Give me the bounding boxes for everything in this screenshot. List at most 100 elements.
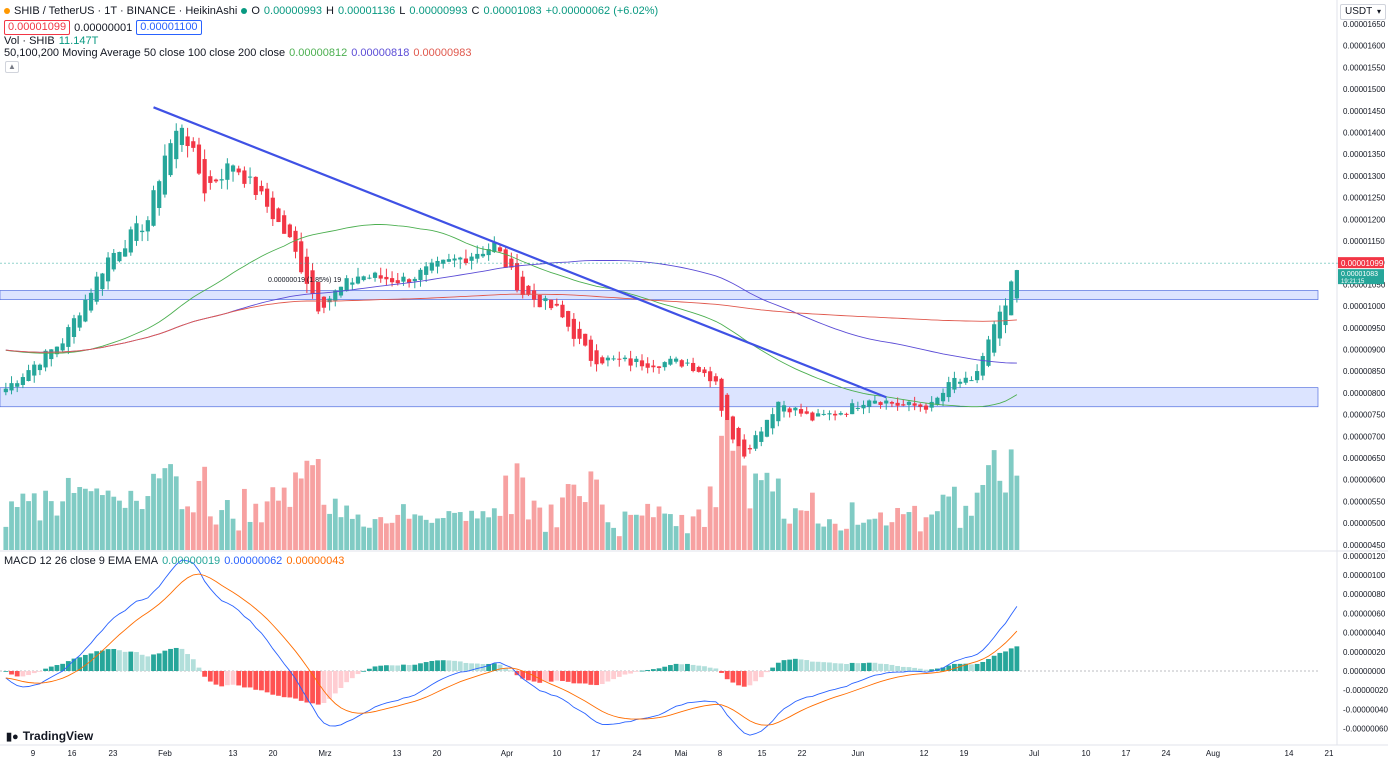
- low-label: L: [399, 5, 406, 17]
- volume-bar: [14, 507, 20, 550]
- macd-histogram-bar: [395, 665, 401, 671]
- volume-bar: [730, 450, 736, 550]
- macd-histogram-bar: [582, 671, 588, 684]
- volume-bar: [242, 488, 247, 550]
- price-axis-label: 0.00000500: [1343, 519, 1386, 528]
- sell-price-button[interactable]: 0.00001099: [4, 20, 71, 35]
- chevron-up-icon[interactable]: ▲: [5, 61, 19, 73]
- macd-histogram-bar: [474, 663, 480, 671]
- volume-bar: [389, 522, 395, 550]
- macd-histogram-bar: [832, 663, 838, 671]
- macd-histogram-bar: [548, 671, 554, 682]
- time-axis-label: 22: [798, 749, 807, 758]
- volume-bar: [361, 526, 367, 550]
- volume-bar: [418, 515, 423, 550]
- candle-body: [787, 408, 792, 413]
- currency-dropdown[interactable]: USDT: [1340, 4, 1386, 20]
- candle-body: [997, 311, 1002, 339]
- candle-body: [117, 251, 122, 262]
- volume-bar: [650, 517, 656, 550]
- macd-histogram-bar: [156, 653, 162, 671]
- candle-body: [906, 401, 912, 405]
- macd-histogram-bar: [469, 663, 474, 671]
- volume-bar: [946, 496, 952, 550]
- macd-histogram-bar: [298, 671, 304, 701]
- candle-body: [605, 357, 611, 361]
- macd-histogram-bar: [111, 648, 117, 671]
- macd-histogram-bar: [88, 653, 94, 671]
- macd-histogram-bar: [543, 671, 548, 682]
- volume-bar: [287, 506, 293, 550]
- macd-axis-label: 0.00000080: [1343, 590, 1386, 599]
- time-axis-label: Mrz: [318, 749, 331, 758]
- candle-body: [145, 220, 150, 232]
- candle-body: [827, 413, 832, 415]
- price-axis-label: 0.00001350: [1343, 150, 1386, 159]
- macd-histogram-bar: [702, 666, 707, 671]
- macd-histogram-bar: [656, 668, 662, 671]
- volume-bar: [980, 484, 986, 550]
- volume-bar: [111, 496, 117, 550]
- macd-histogram-bar: [577, 671, 582, 684]
- macd-label: MACD 12 26 close 9 EMA EMA: [4, 555, 159, 567]
- macd-histogram-bar: [264, 671, 270, 693]
- volume-bar: [531, 500, 537, 550]
- macd-histogram-bar: [628, 671, 634, 674]
- macd-histogram-bar: [912, 667, 918, 671]
- candle-body: [247, 176, 253, 178]
- candle-body: [628, 358, 633, 366]
- candle-body: [804, 411, 809, 414]
- volume-legend[interactable]: Vol · SHIB 11.147T: [4, 35, 98, 47]
- macd-histogram-bar: [526, 671, 531, 681]
- tradingview-logo[interactable]: ▮● TradingView: [6, 729, 93, 743]
- candle-body: [458, 257, 463, 260]
- macd-histogram-bar: [384, 665, 389, 671]
- candle-body: [463, 258, 469, 264]
- macd-histogram-bar: [435, 660, 440, 671]
- macd-histogram-bar: [787, 659, 793, 671]
- candle-body: [662, 362, 667, 368]
- candle-body: [299, 241, 304, 273]
- candle-body: [725, 394, 730, 439]
- candle-body: [975, 371, 980, 381]
- candle-body: [26, 370, 31, 382]
- macd-hist-value: 0.00000019: [162, 555, 221, 567]
- volume-bar: [792, 508, 798, 550]
- candle-body: [497, 247, 503, 252]
- volume-bar: [736, 446, 741, 550]
- volume-bar: [207, 516, 213, 550]
- buy-price-button[interactable]: 0.00001100: [136, 20, 202, 35]
- macd-histogram-bar: [37, 671, 43, 672]
- volume-bar: [639, 515, 645, 550]
- ma-legend[interactable]: 50,100,200 Moving Average 50 close 100 c…: [4, 47, 471, 59]
- time-axis-label: 17: [592, 749, 601, 758]
- candle-body: [327, 298, 332, 303]
- macd-histogram-bar: [242, 671, 247, 688]
- candle-body: [617, 358, 622, 360]
- candle-body: [685, 362, 690, 364]
- volume-bar: [917, 531, 923, 550]
- volume-bar: [26, 501, 31, 550]
- volume-bar: [145, 496, 151, 550]
- macd-histogram-bar: [9, 671, 14, 675]
- symbol-line[interactable]: SHIB / TetherUS · 1T · BINANCE · HeikinA…: [14, 5, 238, 17]
- candle-body: [759, 431, 764, 442]
- macd-histogram-bar: [139, 654, 145, 671]
- market-status-icon: [241, 8, 248, 14]
- volume-bar: [366, 527, 372, 550]
- candle-body: [162, 155, 167, 195]
- price-axis-label: 0.00000700: [1343, 432, 1386, 441]
- volume-bar: [713, 507, 719, 550]
- macd-legend[interactable]: MACD 12 26 close 9 EMA EMA 0.00000019 0.…: [4, 555, 344, 567]
- macd-histogram-bar: [190, 659, 196, 671]
- volume-bar: [554, 527, 560, 550]
- candle-body: [367, 277, 372, 279]
- measure-label: 0.00000019 (1.85%) 19: [268, 277, 341, 284]
- volume-bar: [548, 504, 554, 550]
- candle-body: [49, 349, 54, 360]
- macd-histogram-bar: [991, 655, 997, 671]
- macd-histogram-bar: [366, 668, 372, 671]
- macd-histogram-bar: [520, 671, 526, 679]
- macd-histogram-bar: [54, 665, 60, 671]
